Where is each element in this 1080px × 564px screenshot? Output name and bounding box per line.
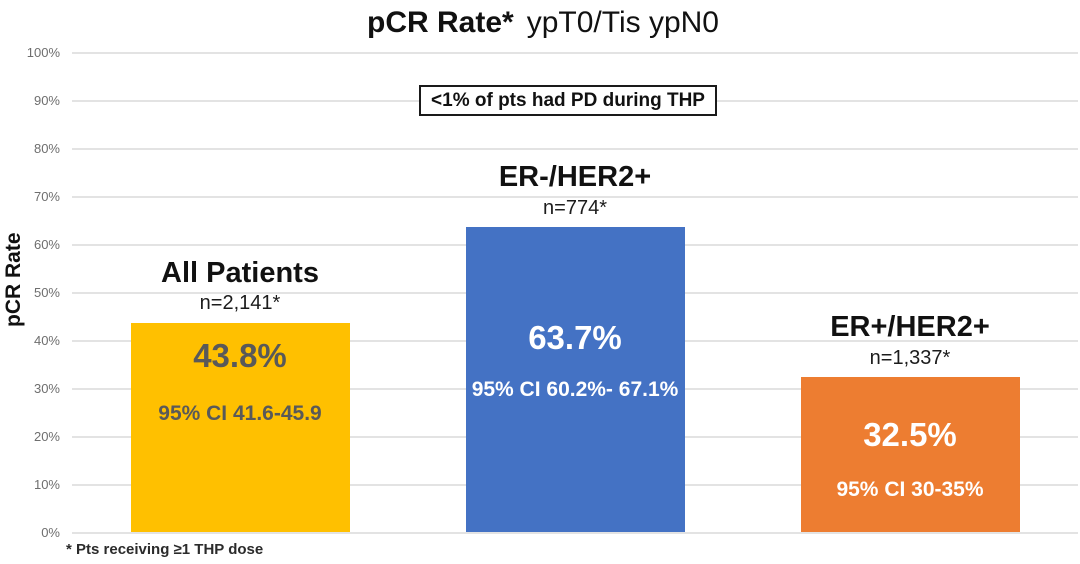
category-label-group: ER+/HER2+ n=1,337* bbox=[750, 311, 1070, 369]
y-tick-label: 0% bbox=[41, 525, 60, 540]
y-tick-label: 100% bbox=[26, 45, 60, 60]
y-tick-label: 30% bbox=[33, 381, 60, 396]
bar bbox=[800, 377, 1020, 532]
bar-ci-label: 95% CI 41.6-45.9 bbox=[158, 402, 322, 425]
category-label: All Patients bbox=[161, 256, 319, 289]
bar-value-label: 43.8% bbox=[193, 337, 287, 374]
bar-ci-label: 95% CI 30-35% bbox=[836, 478, 984, 501]
y-tick-label: 50% bbox=[33, 285, 60, 300]
bar-value-label: 32.5% bbox=[863, 416, 957, 453]
gridline bbox=[72, 52, 1078, 54]
category-label-group: All Patients n=2,141* bbox=[80, 257, 400, 315]
category-label-group: ER-/HER2+ n=774* bbox=[415, 161, 735, 219]
gridline bbox=[72, 148, 1078, 150]
n-count-label: n=774* bbox=[543, 196, 607, 219]
annotation-box: <1% of pts had PD during THP bbox=[419, 85, 717, 116]
bar-value-label: 63.7% bbox=[528, 319, 622, 356]
chart-title-subtitle: ypT0/Tis ypN0 bbox=[526, 6, 719, 39]
category-label: ER-/HER2+ bbox=[498, 161, 652, 194]
n-count-label: n=1,337* bbox=[869, 346, 951, 369]
y-tick-label: 40% bbox=[33, 333, 60, 348]
y-tick-label: 10% bbox=[33, 477, 60, 492]
n-count-label: n=2,141* bbox=[199, 292, 281, 315]
chart-title-main: pCR Rate* bbox=[367, 6, 514, 39]
y-tick-label: 80% bbox=[33, 141, 60, 156]
chart-title: pCR Rate* ypT0/Tis ypN0 bbox=[168, 6, 918, 40]
bar bbox=[130, 322, 350, 532]
category-label: ER+/HER2+ bbox=[830, 311, 990, 344]
gridline bbox=[72, 196, 1078, 198]
y-tick-label: 20% bbox=[33, 429, 60, 444]
y-tick-label: 90% bbox=[33, 93, 60, 108]
bar-ci-label: 95% CI 60.2%- 67.1% bbox=[471, 378, 679, 401]
y-tick-label: 60% bbox=[33, 237, 60, 252]
gridline bbox=[72, 532, 1078, 534]
bar bbox=[465, 227, 685, 532]
footnote: * Pts receiving ≥1 THP dose bbox=[66, 541, 264, 558]
y-tick-label: 70% bbox=[33, 189, 60, 204]
